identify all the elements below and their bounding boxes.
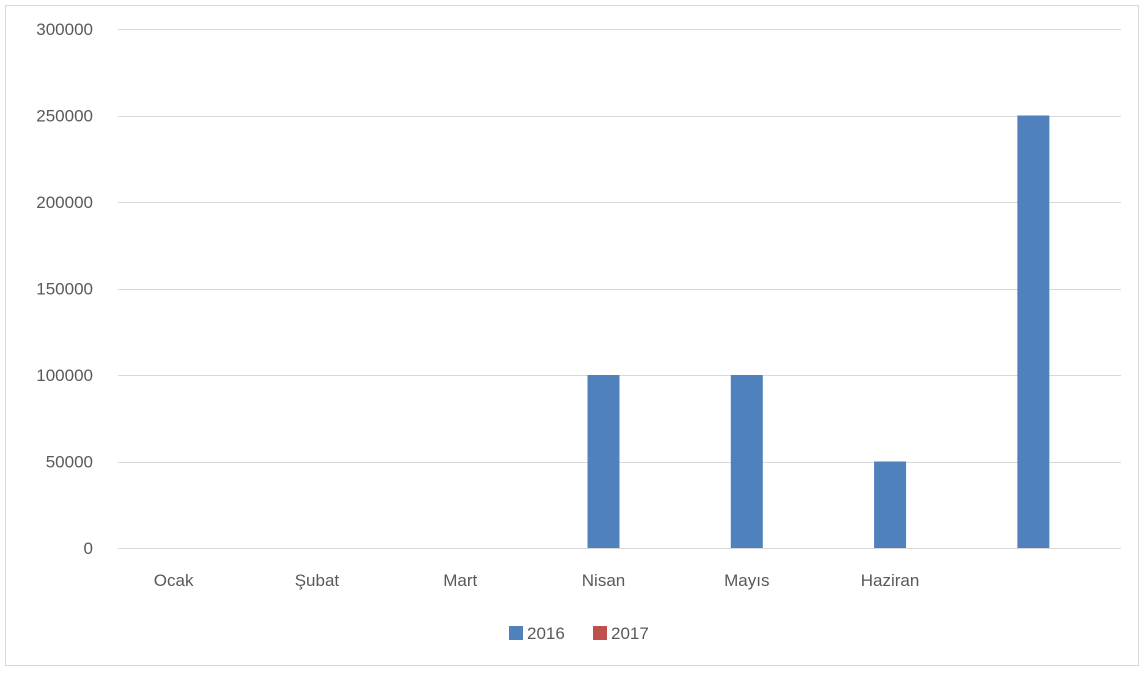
y-tick-label: 0 bbox=[84, 539, 93, 558]
bars bbox=[587, 115, 1050, 548]
legend-swatch-2017 bbox=[593, 626, 607, 640]
x-category-label: Nisan bbox=[582, 571, 625, 590]
chart-frame bbox=[5, 5, 1139, 666]
y-tick-label: 300000 bbox=[36, 20, 93, 39]
legend-swatch-2016 bbox=[509, 626, 523, 640]
bar-2016-Haziran bbox=[874, 461, 907, 548]
legend-label-2017: 2017 bbox=[611, 624, 649, 643]
y-tick-label: 150000 bbox=[36, 280, 93, 299]
bar-2016-Mayıs bbox=[730, 375, 763, 548]
bar-2016-category-6 bbox=[1017, 115, 1050, 548]
y-tick-label: 200000 bbox=[36, 193, 93, 212]
y-tick-label: 50000 bbox=[46, 453, 93, 472]
x-category-label: Şubat bbox=[295, 571, 340, 590]
y-tick-label: 100000 bbox=[36, 366, 93, 385]
x-category-label: Mart bbox=[443, 571, 477, 590]
x-category-label: Haziran bbox=[861, 571, 920, 590]
legend-label-2016: 2016 bbox=[527, 624, 565, 643]
x-category-label: Ocak bbox=[154, 571, 194, 590]
y-tick-label: 250000 bbox=[36, 107, 93, 126]
gridlines bbox=[118, 29, 1121, 549]
x-category-label: Mayıs bbox=[724, 571, 769, 590]
y-axis-tick-labels: 0 50000 100000 150000 200000 250000 300000 bbox=[36, 20, 93, 558]
x-axis-category-labels: Ocak Şubat Mart Nisan Mayıs Haziran bbox=[154, 571, 920, 590]
bar-2016-Nisan bbox=[587, 375, 620, 548]
legend: 2016 2017 bbox=[509, 624, 649, 643]
